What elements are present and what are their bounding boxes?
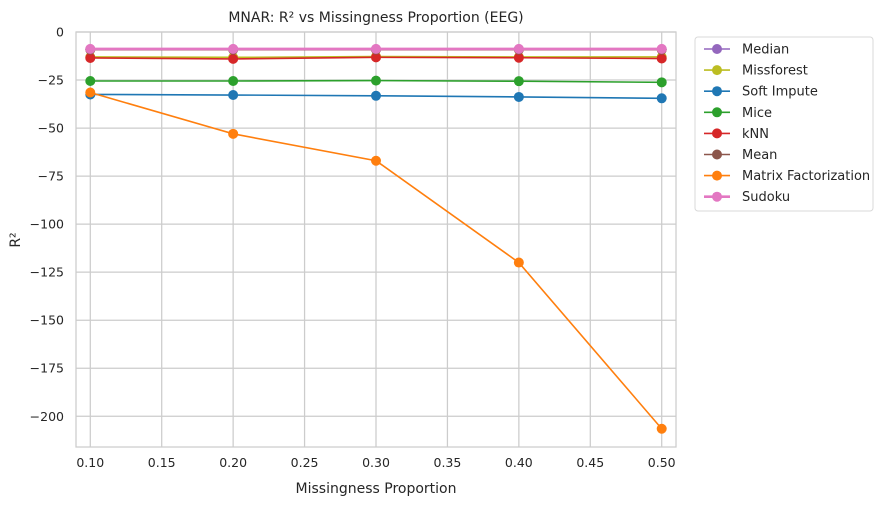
data-point-sudoku bbox=[371, 43, 381, 54]
data-point-knn bbox=[228, 53, 239, 64]
data-point-knn bbox=[371, 52, 381, 63]
legend-swatch-marker bbox=[712, 149, 722, 160]
y-tick-label: −125 bbox=[30, 265, 64, 280]
x-tick-label: 0.45 bbox=[576, 455, 604, 470]
data-point-sudoku bbox=[228, 43, 239, 54]
legend-swatch-marker bbox=[712, 44, 722, 54]
data-point-soft-impute bbox=[371, 90, 381, 101]
data-point-knn bbox=[513, 52, 524, 63]
data-point-soft-impute bbox=[513, 91, 524, 102]
y-tick-label: −50 bbox=[38, 121, 64, 136]
data-point-mice bbox=[513, 76, 524, 87]
data-point-mice bbox=[371, 75, 381, 86]
data-point-sudoku bbox=[656, 43, 667, 54]
x-tick-label: 0.40 bbox=[505, 455, 533, 470]
plot-frame bbox=[75, 31, 677, 448]
legend-label: Median bbox=[742, 43, 789, 58]
data-point-knn bbox=[85, 52, 96, 63]
data-point-soft-impute bbox=[656, 93, 667, 104]
series-group bbox=[85, 43, 667, 434]
legend-swatch-marker bbox=[712, 107, 722, 118]
y-tick-label: −75 bbox=[38, 169, 64, 184]
data-point-matrix-factorization bbox=[656, 423, 667, 434]
x-tick-label: 0.50 bbox=[648, 455, 676, 470]
data-point-soft-impute bbox=[228, 90, 239, 101]
y-axis-label: R² bbox=[8, 232, 24, 247]
legend-item-knn: kNN bbox=[704, 127, 769, 142]
legend-item-median: Median bbox=[704, 43, 789, 58]
legend-swatch-marker bbox=[712, 191, 722, 202]
y-tick-label: −200 bbox=[30, 409, 64, 424]
series-knn bbox=[85, 52, 667, 64]
x-tick-label: 0.25 bbox=[291, 455, 319, 470]
legend-item-soft-impute: Soft Impute bbox=[704, 85, 818, 100]
x-tick-label: 0.15 bbox=[148, 455, 176, 470]
x-tick-label: 0.35 bbox=[434, 455, 462, 470]
legend-item-mean: Mean bbox=[704, 148, 777, 163]
series-sudoku bbox=[85, 43, 667, 54]
x-tick-label: 0.30 bbox=[362, 455, 390, 470]
data-point-mice bbox=[656, 77, 667, 88]
legend-swatch-marker bbox=[712, 170, 722, 181]
data-point-matrix-factorization bbox=[85, 87, 96, 98]
legend-swatch-marker bbox=[712, 86, 722, 97]
series-soft-impute bbox=[85, 89, 667, 104]
legend-item-sudoku: Sudoku bbox=[704, 190, 790, 205]
series-matrix-factorization bbox=[85, 87, 667, 434]
y-tick-label: −25 bbox=[38, 73, 64, 88]
data-point-mice bbox=[85, 75, 96, 86]
legend-label: Soft Impute bbox=[742, 85, 818, 100]
data-point-sudoku bbox=[85, 43, 96, 54]
y-tick-label: −150 bbox=[30, 313, 64, 328]
y-tick-label: 0 bbox=[56, 25, 64, 40]
legend-item-matrix-factorization: Matrix Factorization bbox=[704, 169, 870, 184]
legend-label: kNN bbox=[742, 127, 769, 142]
data-point-matrix-factorization bbox=[371, 155, 381, 166]
legend-label: Sudoku bbox=[742, 190, 790, 205]
tick-labels: 0.10 0.15 0.20 0.25 0.30 0.35 0.40 0.45 0.50 0 −25… bbox=[30, 25, 676, 471]
legend-label: Mean bbox=[742, 148, 777, 163]
legend-item-mice: Mice bbox=[704, 106, 772, 121]
data-point-mice bbox=[228, 75, 239, 86]
legend-label: Mice bbox=[742, 106, 772, 121]
y-tick-label: −175 bbox=[30, 361, 64, 376]
legend: Median Missforest Soft Impute Mice kNN Mean Ma… bbox=[694, 36, 874, 212]
data-point-matrix-factorization bbox=[513, 257, 524, 268]
x-tick-label: 0.10 bbox=[76, 455, 104, 470]
y-tick-label: −100 bbox=[30, 217, 64, 232]
legend-swatch-marker bbox=[712, 65, 722, 76]
legend-item-missforest: Missforest bbox=[704, 64, 808, 79]
x-tick-label: 0.20 bbox=[219, 455, 247, 470]
legend-label: Missforest bbox=[742, 64, 808, 79]
series-mice bbox=[85, 75, 667, 88]
legend-swatch-marker bbox=[712, 128, 722, 139]
data-point-sudoku bbox=[513, 43, 524, 54]
chart-title: MNAR: R² vs Missingness Proportion (EEG) bbox=[228, 10, 523, 26]
legend-box bbox=[694, 36, 874, 212]
data-point-matrix-factorization bbox=[228, 128, 239, 139]
legend-label: Matrix Factorization bbox=[742, 169, 870, 184]
x-axis-label: Missingness Proportion bbox=[296, 481, 457, 497]
data-point-knn bbox=[656, 53, 667, 64]
